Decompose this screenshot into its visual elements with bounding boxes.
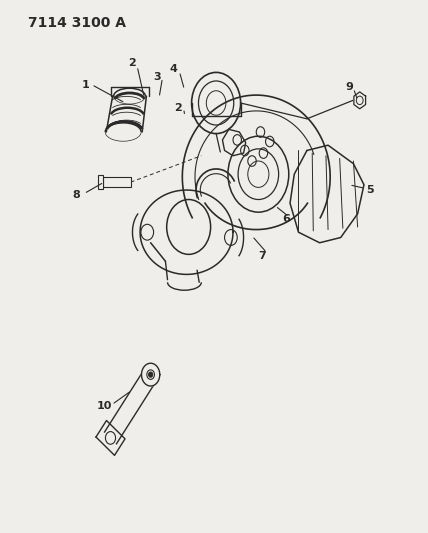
Bar — [98, 175, 103, 189]
Polygon shape — [142, 363, 160, 386]
Text: 10: 10 — [96, 401, 112, 411]
Text: 2: 2 — [174, 103, 182, 114]
Polygon shape — [354, 92, 366, 109]
Text: 7: 7 — [259, 251, 267, 261]
Text: 6: 6 — [282, 214, 290, 224]
Text: 4: 4 — [170, 64, 178, 74]
Circle shape — [149, 372, 153, 377]
Text: 3: 3 — [153, 71, 161, 82]
Bar — [103, 177, 131, 188]
Text: 5: 5 — [366, 185, 374, 195]
Text: 9: 9 — [345, 82, 353, 92]
Text: 7114 3100 A: 7114 3100 A — [28, 16, 126, 30]
Text: 1: 1 — [81, 79, 89, 90]
Text: 2: 2 — [128, 59, 136, 68]
Text: 8: 8 — [73, 190, 80, 200]
